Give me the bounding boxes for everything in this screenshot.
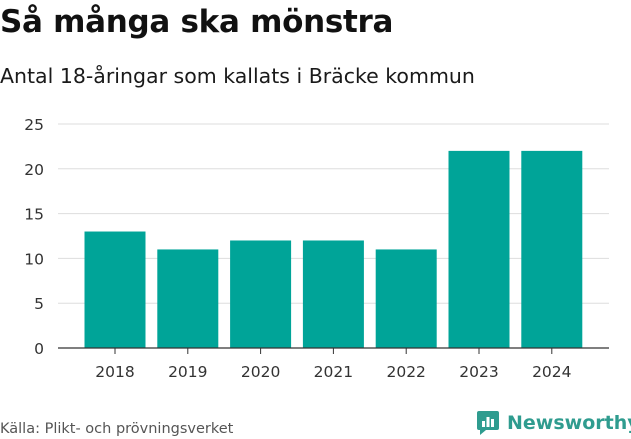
bar-2022	[375, 249, 437, 348]
x-tick-label: 2018	[95, 363, 134, 381]
y-tick-label: 5	[34, 295, 44, 313]
y-tick-label: 15	[24, 206, 44, 224]
y-tick-label: 25	[24, 116, 44, 134]
chart-title: Så många ska mönstra	[0, 4, 394, 40]
bar-2018	[84, 231, 146, 348]
bar-2023	[448, 150, 510, 348]
bar-2020	[230, 240, 292, 348]
brand-name: Newsworthy	[507, 412, 631, 434]
bar-2024	[521, 150, 583, 348]
chart-subtitle: Antal 18-åringar som kallats i Bräcke ko…	[0, 64, 475, 88]
y-tick-label: 20	[24, 161, 44, 179]
x-tick-label: 2024	[532, 363, 571, 381]
bar-2021	[302, 240, 364, 348]
newsworthy-logo: Newsworthy	[476, 408, 631, 438]
chart-bubble-icon	[477, 411, 499, 435]
y-tick-label: 0	[34, 340, 44, 358]
source-note: Källa: Plikt- och prövningsverket	[0, 421, 234, 437]
x-tick-label: 2023	[459, 363, 498, 381]
bar-2019	[157, 249, 219, 348]
x-tick-label: 2022	[386, 363, 425, 381]
y-tick-label: 10	[24, 250, 44, 268]
x-tick-label: 2021	[314, 363, 353, 381]
x-tick-label: 2019	[168, 363, 207, 381]
x-tick-label: 2020	[241, 363, 280, 381]
bar-chart: 0 5 10 15 20 25 2018 2019 2020 2021 2022 2023 2024	[24, 116, 609, 381]
